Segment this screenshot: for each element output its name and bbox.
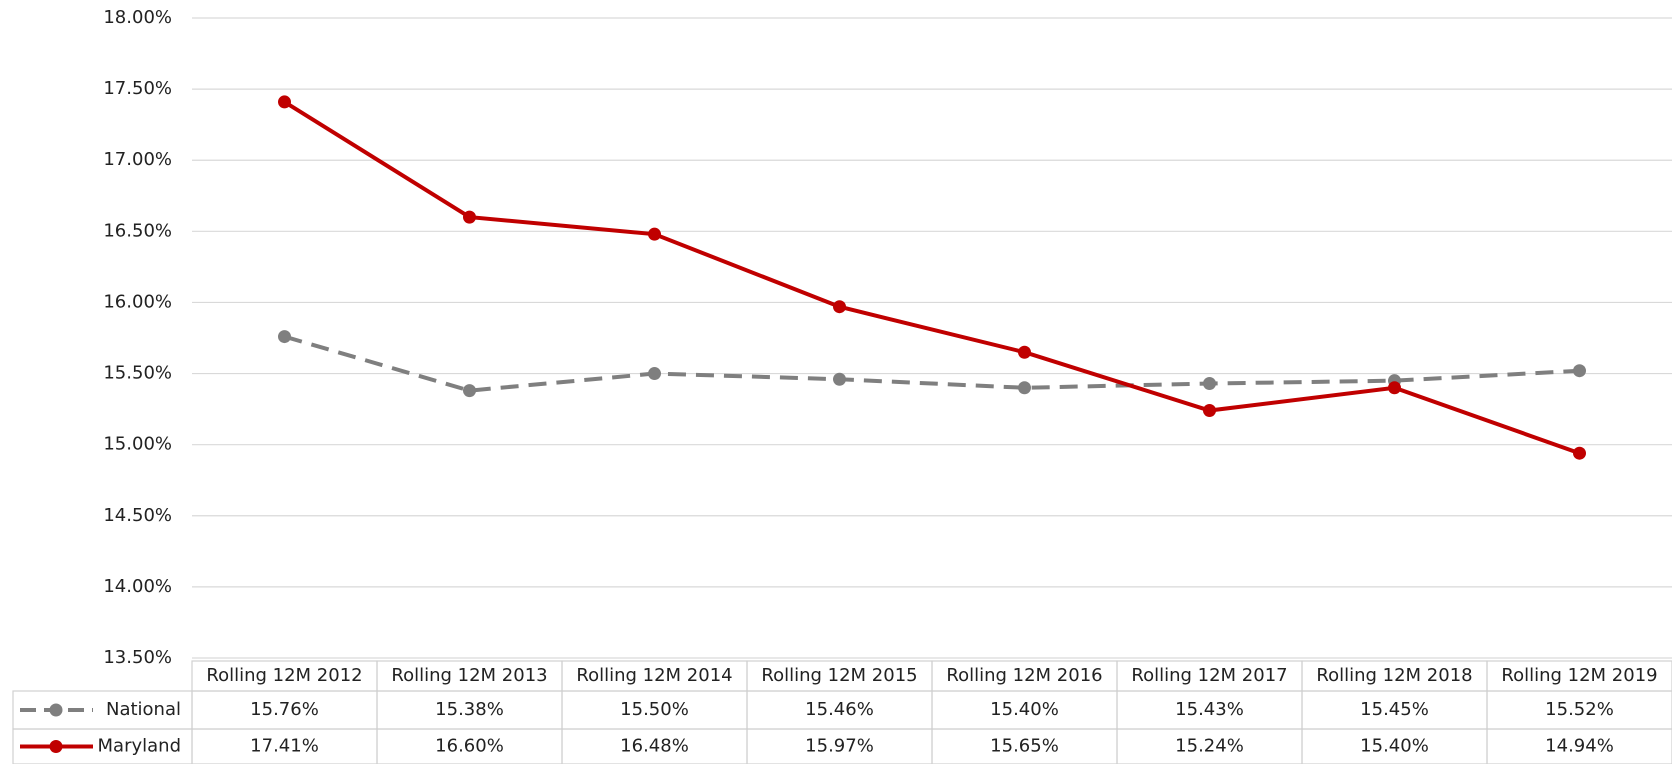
table-value: 16.60% <box>435 736 504 757</box>
data-point <box>1388 381 1401 395</box>
table-value: 15.38% <box>435 699 504 720</box>
table-value: 15.43% <box>1175 699 1244 720</box>
y-tick-label: 15.50% <box>103 363 172 384</box>
table-value: 15.65% <box>990 736 1059 757</box>
table-value: 15.40% <box>990 699 1059 720</box>
table-value: 15.40% <box>1360 736 1429 757</box>
data-point <box>463 384 476 398</box>
x-tick-label: Rolling 12M 2016 <box>946 665 1102 686</box>
table-value: 17.41% <box>250 736 319 757</box>
y-tick-label: 15.00% <box>103 434 172 455</box>
data-point <box>1573 446 1586 460</box>
y-tick-label: 14.50% <box>103 505 172 526</box>
data-point <box>1018 345 1031 359</box>
x-tick-label: Rolling 12M 2014 <box>576 665 732 686</box>
x-tick-label: Rolling 12M 2012 <box>206 665 362 686</box>
data-point <box>833 300 846 314</box>
table-value: 15.76% <box>250 699 319 720</box>
y-tick-label: 13.50% <box>103 647 172 668</box>
legend-marker <box>49 703 63 717</box>
y-tick-label: 17.50% <box>103 78 172 99</box>
y-tick-label: 17.00% <box>103 149 172 170</box>
x-tick-label: Rolling 12M 2013 <box>391 665 547 686</box>
legend-label: National <box>106 699 181 720</box>
legend-label: Maryland <box>98 736 181 757</box>
y-tick-label: 16.50% <box>103 220 172 241</box>
x-tick-label: Rolling 12M 2015 <box>761 665 917 686</box>
y-tick-label: 18.00% <box>103 7 172 28</box>
table-value: 15.97% <box>805 736 874 757</box>
data-point <box>278 95 291 109</box>
table-cell <box>1486 728 1672 764</box>
table-value: 14.94% <box>1545 736 1614 757</box>
series-line <box>283 100 1581 456</box>
table-value: 15.46% <box>805 699 874 720</box>
x-tick-label: Rolling 12M 2019 <box>1501 665 1657 686</box>
data-point <box>648 227 661 241</box>
data-point <box>833 372 846 386</box>
table-value: 16.48% <box>620 736 689 757</box>
table-value: 15.50% <box>620 699 689 720</box>
data-point <box>648 367 661 381</box>
y-tick-label: 14.00% <box>103 576 172 597</box>
table-value: 15.45% <box>1360 699 1429 720</box>
data-point <box>1203 377 1216 391</box>
y-tick-label: 16.00% <box>103 291 172 312</box>
data-point <box>1018 381 1031 395</box>
x-tick-label: Rolling 12M 2018 <box>1316 665 1472 686</box>
legend-marker <box>49 740 63 753</box>
data-point <box>1573 364 1586 378</box>
series-line <box>283 334 1580 393</box>
data-point <box>1203 404 1216 418</box>
table-value: 15.24% <box>1175 736 1244 757</box>
data-point <box>278 330 291 344</box>
table-value: 15.52% <box>1545 699 1614 720</box>
data-point <box>463 210 476 224</box>
x-tick-label: Rolling 12M 2017 <box>1131 665 1287 686</box>
